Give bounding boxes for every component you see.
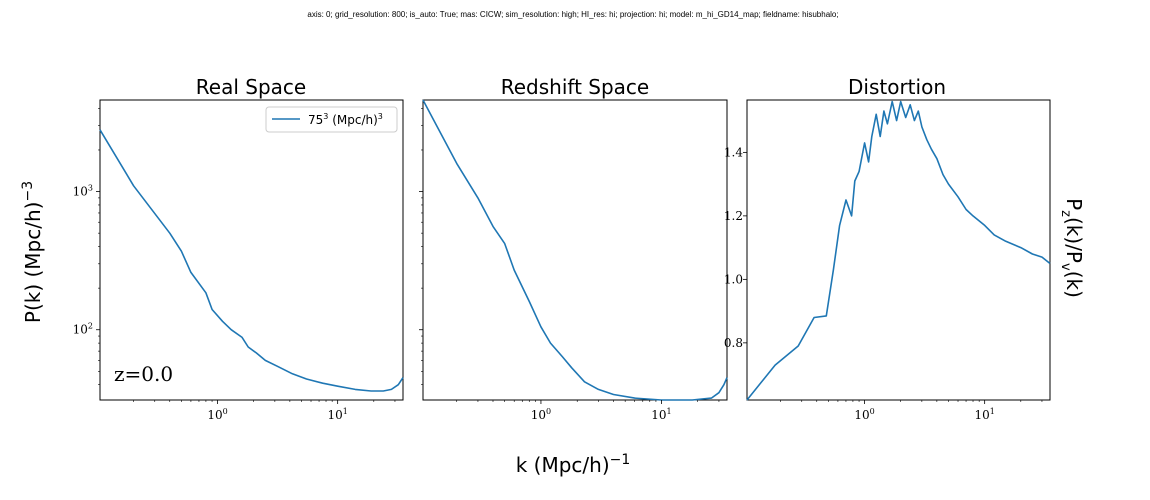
legend: 753 (Mpc/h)3 — [265, 106, 398, 133]
panel-redshift-space: Redshift Space 100 101 — [419, 75, 728, 422]
x-tick-label: 100 — [531, 407, 551, 422]
x-tick-label: 100 — [854, 407, 874, 422]
legend-label: 753 (Mpc/h)3 — [308, 112, 383, 127]
x-tick-label: 101 — [651, 407, 671, 422]
panel-frame — [422, 99, 728, 401]
y-tick-label: 1.2 — [724, 209, 743, 223]
y-tick-label: 103 — [73, 184, 93, 199]
y-axis-label-left: P(k) (Mpc/h)−3 — [20, 181, 45, 323]
panel-frame — [99, 99, 404, 401]
series-group — [422, 99, 728, 401]
series-line-0 — [746, 100, 1051, 401]
panel-title: Redshift Space — [501, 75, 650, 99]
redshift-annotation: z=0.0 — [114, 362, 173, 386]
panel-real-space: Real Space 100 101 102 103 753 (Mpc/h)3 z=0… — [73, 75, 404, 422]
x-tick-label: 100 — [207, 407, 227, 422]
y-tick-label: 1.0 — [724, 272, 743, 286]
y-tick-label: 1.4 — [724, 145, 743, 159]
figure-header: axis: 0; grid_resolution: 800; is_auto: … — [307, 10, 838, 19]
tick-group: 100 101 — [419, 108, 720, 422]
x-tick-label: 101 — [974, 407, 994, 422]
tick-group: 100 101 0.8 1.0 1.2 1.4 — [724, 145, 1043, 422]
series-line-0 — [99, 129, 404, 392]
panel-title: Distortion — [848, 75, 946, 99]
panel-distortion: Distortion 100 101 0.8 1.0 1.2 1.4 — [724, 75, 1051, 422]
y-tick-label: 0.8 — [724, 336, 743, 350]
y-axis-label-right: Pz(k)/Pv(k) — [1058, 198, 1086, 298]
series-line-0 — [422, 99, 728, 401]
x-tick-label: 101 — [327, 407, 347, 422]
legend-box — [265, 106, 398, 133]
tick-group: 100 101 102 103 — [73, 108, 396, 422]
series-group — [746, 100, 1051, 401]
x-axis-label: k (Mpc/h)−1 — [516, 452, 631, 477]
series-group — [99, 129, 404, 392]
panel-frame — [746, 99, 1051, 401]
y-tick-label: 102 — [73, 322, 93, 337]
panel-title: Real Space — [196, 75, 306, 99]
